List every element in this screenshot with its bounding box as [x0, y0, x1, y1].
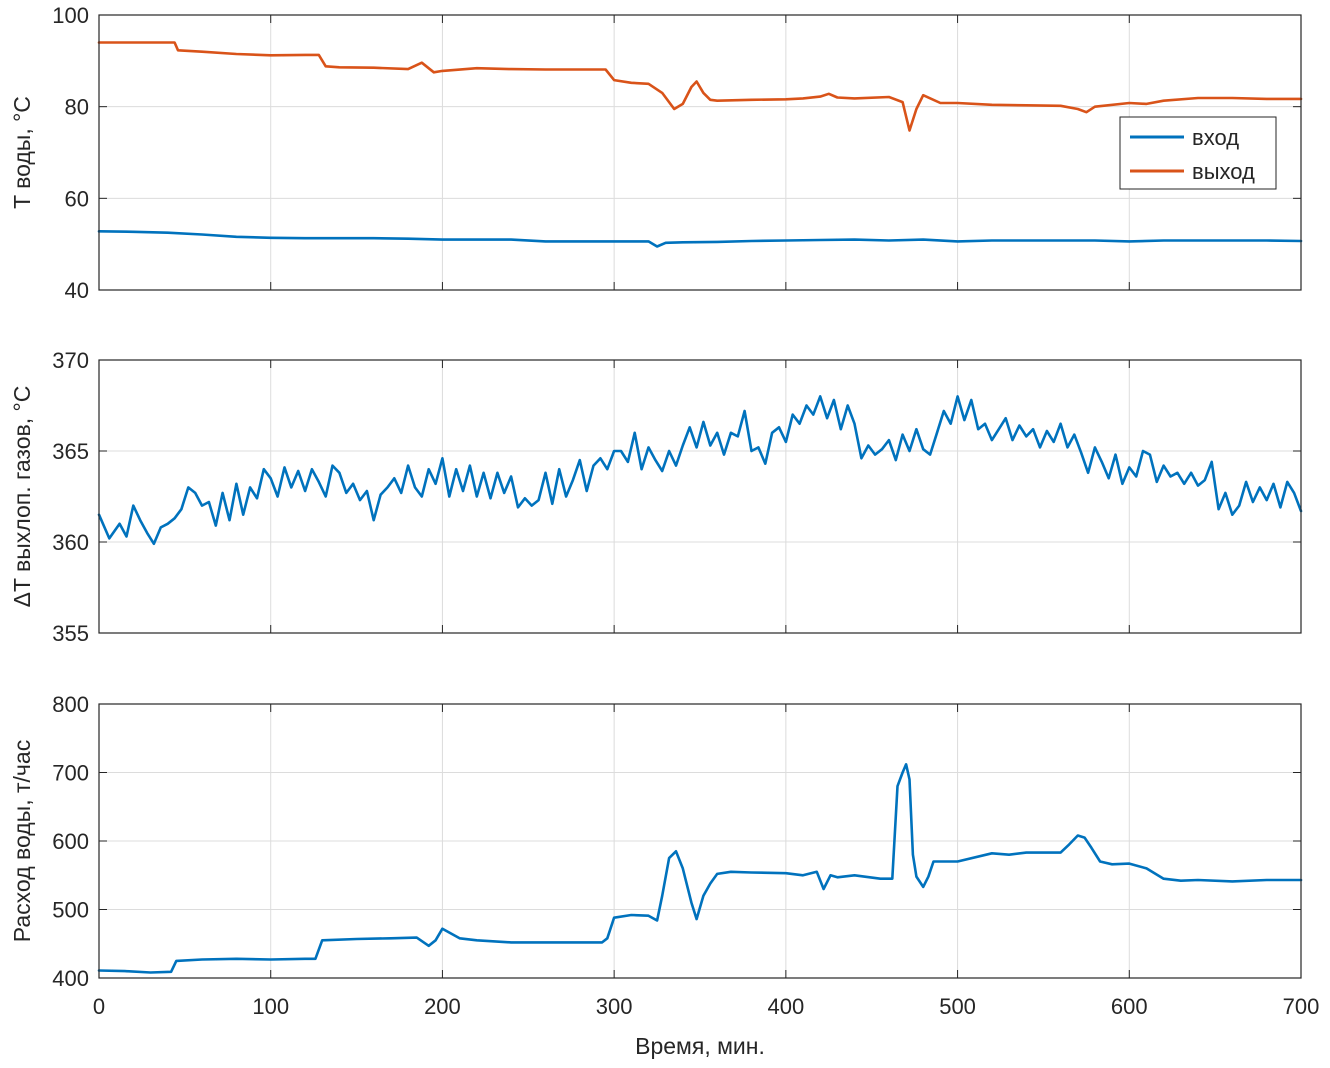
temperature-series-line-1 [97, 41, 1303, 132]
water-flow-series-line-0 [97, 763, 1303, 974]
y-tick-label: 700 [52, 761, 89, 786]
y-tick-label: 800 [52, 692, 89, 717]
x-tick-label: 600 [1111, 994, 1148, 1019]
x-tick-label: 100 [252, 994, 289, 1019]
x-tick-label: 400 [767, 994, 804, 1019]
y-tick-label: 400 [52, 966, 89, 991]
y-tick-label: 355 [52, 621, 89, 646]
y-tick-label: 500 [52, 898, 89, 923]
water-flow-y-axis-title: Расход воды, т/час [9, 740, 35, 942]
y-tick-label: 60 [65, 186, 89, 211]
y-tick-label: 100 [52, 3, 89, 28]
temperature-series-line-0 [97, 230, 1303, 248]
exhaust-delta-y-axis-title: ΔT выхлоп. газов, °C [9, 386, 35, 608]
y-tick-label: 40 [65, 278, 89, 303]
temperature-panel-ticks: 40 60 80 100 [52, 3, 1302, 303]
y-tick-label: 600 [52, 829, 89, 854]
y-tick-label: 360 [52, 530, 89, 555]
exhaust-delta-panel-grid [98, 359, 1302, 634]
water-flow-panel-lines [97, 763, 1303, 974]
temperature-panel-lines [97, 41, 1303, 248]
x-tick-label: 700 [1283, 994, 1320, 1019]
x-tick-label: 300 [596, 994, 633, 1019]
x-tick-label: 0 [93, 994, 105, 1019]
x-tick-label: 200 [424, 994, 461, 1019]
x-tick-label: 500 [939, 994, 976, 1019]
exhaust-delta-panel: 355 360 365 370 ΔT выхлоп. газов, °C [9, 348, 1303, 646]
water-flow-panel-ticks: 0 100 200 300 400 500 600 700 400 500 600 700 800 [52, 692, 1319, 1019]
legend-box [1119, 116, 1277, 190]
exhaust-delta-panel-lines [97, 395, 1303, 546]
legend-label-vyhod: выход [1192, 159, 1255, 184]
y-tick-label: 80 [65, 95, 89, 120]
temperature-legend: вход выход [1119, 116, 1277, 190]
water-flow-panel-grid [98, 703, 1302, 979]
temperature-y-axis-title: T воды, °C [9, 96, 35, 209]
y-tick-label: 370 [52, 348, 89, 373]
temperature-panel-axes [98, 14, 1302, 291]
exhaust-delta-panel-axes [98, 359, 1302, 634]
exhaust-delta-series-line-0 [97, 395, 1303, 546]
legend-label-vhod: вход [1192, 125, 1239, 150]
water-flow-panel: 0 100 200 300 400 500 600 700 400 500 600 700 800 Ра… [9, 692, 1319, 1059]
time-x-axis-title: Время, мин. [635, 1033, 765, 1059]
temperature-panel: 40 60 80 100 T воды, °C вход выход [9, 3, 1303, 303]
exhaust-delta-panel-ticks: 355 360 365 370 [52, 348, 1302, 646]
y-tick-label: 365 [52, 439, 89, 464]
